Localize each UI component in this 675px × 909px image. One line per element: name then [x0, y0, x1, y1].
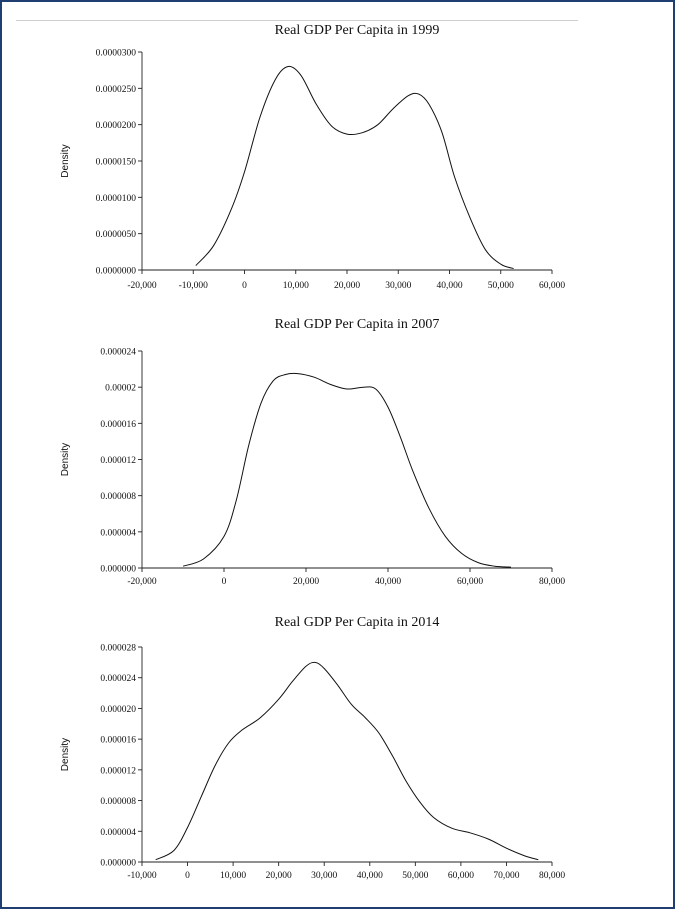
x-tick-label: 40,000 — [436, 281, 462, 291]
density-curve — [182, 372, 512, 568]
x-tick-label: 80,000 — [539, 871, 565, 881]
x-tick-label: 80,000 — [539, 577, 565, 587]
y-tick-label: 0.0000100 — [96, 194, 137, 204]
y-tick-label: 0.0000300 — [96, 49, 137, 59]
y-tick-label: 0.00002 — [105, 384, 136, 394]
chart-title: Real GDP Per Capita in 2007 — [275, 317, 440, 332]
y-tick-label: 0.0000000 — [96, 267, 137, 277]
x-tick-label: 0 — [222, 577, 227, 587]
y-tick-label: 0.000020 — [100, 705, 136, 715]
y-tick-label: 0.000004 — [100, 828, 136, 838]
x-tick-label: 30,000 — [311, 871, 337, 881]
y-tick-label: 0.000024 — [100, 674, 136, 684]
x-tick-label: -20,000 — [127, 281, 157, 291]
chart-title: Real GDP Per Capita in 1999 — [275, 23, 440, 38]
x-tick-label: 50,000 — [488, 281, 514, 291]
top-divider — [16, 20, 578, 21]
x-tick-label: 60,000 — [457, 577, 483, 587]
y-tick-label: 0.000016 — [100, 736, 136, 746]
x-tick-label: 10,000 — [220, 871, 246, 881]
y-tick-label: 0.0000200 — [96, 121, 137, 131]
x-tick-label: -20,000 — [127, 577, 157, 587]
y-tick-label: 0.000008 — [100, 797, 136, 807]
x-tick-label: 0 — [242, 281, 247, 291]
x-tick-label: 40,000 — [375, 577, 401, 587]
y-axis-label: Density — [60, 144, 71, 177]
x-tick-label: 60,000 — [539, 281, 565, 291]
density-curve — [155, 661, 539, 861]
y-axis-label: Density — [60, 443, 71, 476]
chart-title: Real GDP Per Capita in 2014 — [275, 615, 440, 630]
x-tick-label: 60,000 — [448, 871, 474, 881]
x-tick-label: -10,000 — [179, 281, 209, 291]
x-tick-label: 20,000 — [266, 871, 292, 881]
y-tick-label: 0.000008 — [100, 492, 136, 502]
x-tick-label: -10,000 — [127, 871, 157, 881]
y-tick-label: 0.000016 — [100, 420, 136, 430]
y-axis-label: Density — [60, 738, 71, 771]
x-tick-label: 30,000 — [385, 281, 411, 291]
x-tick-label: 70,000 — [493, 871, 519, 881]
x-tick-label: 20,000 — [293, 577, 319, 587]
y-tick-label: 0.0000050 — [96, 230, 137, 240]
y-tick-label: 0.000012 — [100, 456, 136, 466]
y-tick-label: 0.000004 — [100, 528, 136, 538]
x-tick-label: 50,000 — [402, 871, 428, 881]
y-tick-label: 0.0000250 — [96, 85, 137, 95]
y-tick-label: 0.000000 — [100, 859, 136, 869]
density-curve — [195, 65, 514, 269]
y-tick-label: 0.0000150 — [96, 158, 137, 168]
y-tick-label: 0.000012 — [100, 766, 136, 776]
y-tick-label: 0.000000 — [100, 565, 136, 575]
x-tick-label: 0 — [185, 871, 190, 881]
y-tick-label: 0.000028 — [100, 644, 136, 654]
y-tick-label: 0.000024 — [100, 348, 136, 358]
x-tick-label: 40,000 — [357, 871, 383, 881]
x-tick-label: 20,000 — [334, 281, 360, 291]
x-tick-label: 10,000 — [283, 281, 309, 291]
